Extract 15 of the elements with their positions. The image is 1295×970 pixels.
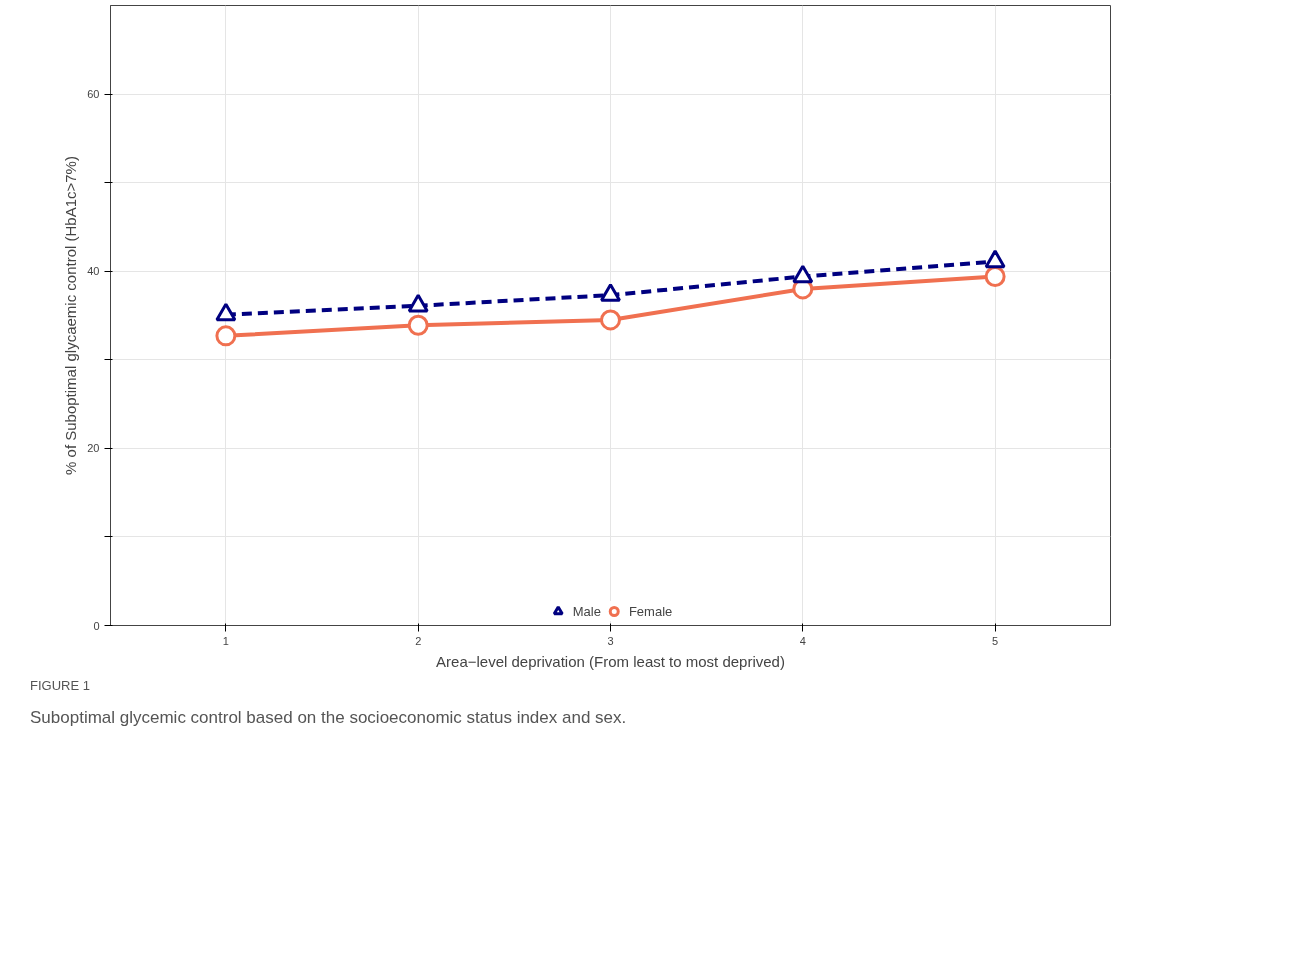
y-axis-title: % of Suboptimal glycaemic control (HbA1c>7%)	[62, 156, 80, 475]
x-tick-label: 2	[415, 634, 422, 647]
text: Suboptimal glycemic control based on the socioeconomic status index and sex.	[30, 706, 627, 729]
caption: FIGURE 1	[30, 677, 90, 695]
y-tick-label: 40	[87, 265, 100, 278]
x-tick-label: 1	[222, 634, 229, 647]
x-tick-label: 3	[607, 634, 614, 647]
legend-label: Female	[628, 603, 673, 619]
x-tick-label: 4	[799, 634, 806, 647]
x-axis-title: Area−level deprivation (From least to most deprived)	[436, 652, 785, 670]
y-tick-label: 0	[93, 619, 100, 632]
legend-label: Male	[572, 603, 601, 619]
y-tick-label: 20	[87, 442, 100, 455]
y-tick-label: 60	[87, 88, 100, 101]
x-tick-label: 5	[992, 634, 999, 647]
